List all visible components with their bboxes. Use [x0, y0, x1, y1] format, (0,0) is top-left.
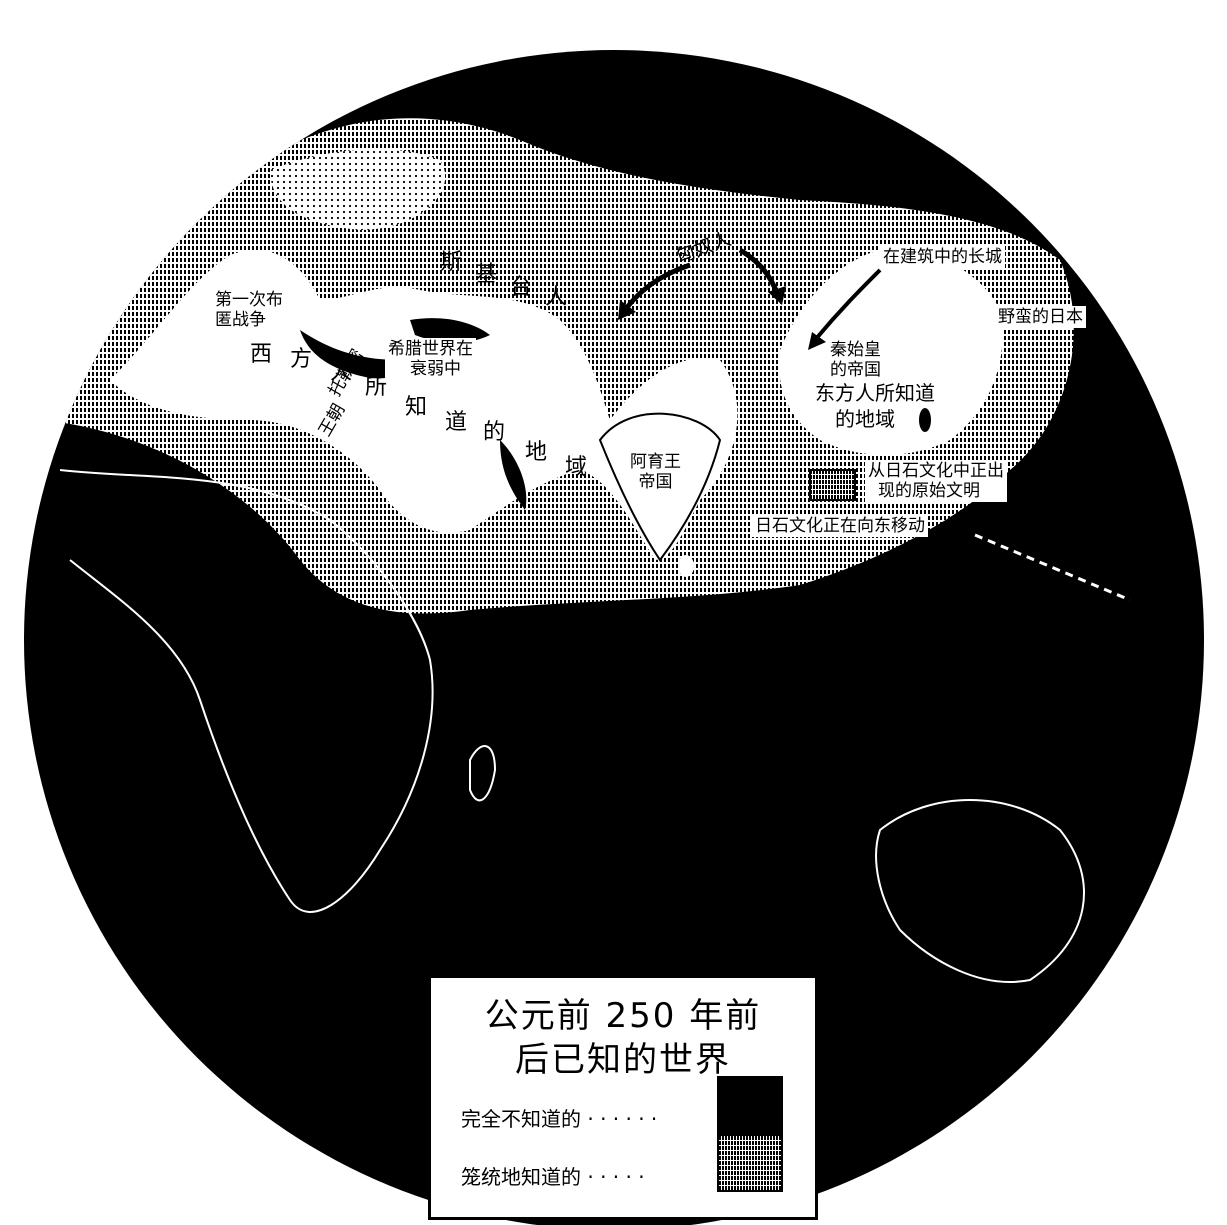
legend-vague-swatch: [717, 1134, 783, 1192]
legend-title-line1: 公元前 250 年前: [484, 996, 762, 1036]
label-line: 秦始皇: [830, 340, 881, 360]
legend-leader: · · · · ·: [587, 1165, 645, 1189]
label-great-wall: 在建筑中的长城: [880, 246, 1005, 268]
legend-title-line2: 后已知的世界: [515, 1040, 731, 1080]
north-europe-region: [270, 149, 446, 230]
label-west-7: 的: [483, 420, 512, 445]
legend-unknown-label: 完全不知道的: [461, 1107, 581, 1131]
legend-leader: · · · · · ·: [587, 1107, 658, 1131]
label-west-5: 知: [405, 395, 434, 420]
label-scythian-4: 人: [545, 285, 574, 310]
label-line: 现的原始文明: [878, 481, 980, 501]
label-line: 衰弱中: [410, 359, 461, 379]
label-west-2: 方: [290, 347, 319, 372]
huns-arrow-west: [623, 262, 691, 312]
label-west-1: 西: [250, 342, 279, 367]
legend: 公元前 250 年前 后已知的世界 完全不知道的 · · · · · · 笼统地…: [428, 975, 818, 1220]
label-line: 帝国: [638, 472, 673, 492]
label-line: 希腊世界在: [388, 339, 473, 359]
great-wall-line: [813, 268, 882, 342]
label-east-known: 东方人所知道 的地域: [815, 380, 935, 432]
legend-vague-row: 笼统地知道的 · · · · ·: [461, 1161, 645, 1190]
label-line: 东方人所知道: [815, 381, 935, 405]
label-line: 阿育王: [630, 452, 681, 472]
label-west-8: 地: [525, 440, 554, 465]
label-ashoka: 阿育王 帝国: [630, 452, 681, 492]
label-scythian-2: 基: [475, 262, 504, 287]
label-line: 从日石文化中正出: [868, 461, 1004, 481]
label-japan: 野蛮的日本: [995, 306, 1086, 328]
label-line: 的帝国: [830, 360, 881, 380]
legend-vague-label: 笼统地知道的: [461, 1165, 581, 1189]
africa-outline: [59, 469, 434, 913]
label-greek-decline: 希腊世界在 衰弱中: [385, 338, 476, 380]
label-west-4: 所: [365, 375, 394, 400]
legend-unknown-row: 完全不知道的 · · · · · ·: [461, 1103, 657, 1132]
legend-unknown-swatch: [717, 1076, 783, 1134]
label-line: 第一次布: [215, 290, 283, 310]
label-neolithic-east: 日石文化正在向东移动: [752, 515, 928, 537]
eastern-known-region: [779, 249, 1003, 455]
label-west-9: 域: [565, 455, 594, 480]
label-line: 匿战争: [215, 310, 266, 330]
label-scythian-1: 斯: [440, 250, 469, 275]
label-qin: 秦始皇 的帝国: [830, 340, 881, 380]
label-punic-war: 第一次布 匿战争: [215, 290, 283, 330]
label-line: 的地域: [835, 407, 895, 431]
australia-outline: [875, 799, 1085, 983]
label-scythian-3: 台: [510, 275, 539, 300]
label-west-6: 道: [445, 410, 474, 435]
label-neolithic-civ: 从日石文化中正出 现的原始文明: [865, 460, 1007, 502]
western-known-region: [110, 250, 738, 560]
neolithic-route: [974, 533, 1131, 602]
label-west-3: 人: [330, 360, 359, 385]
